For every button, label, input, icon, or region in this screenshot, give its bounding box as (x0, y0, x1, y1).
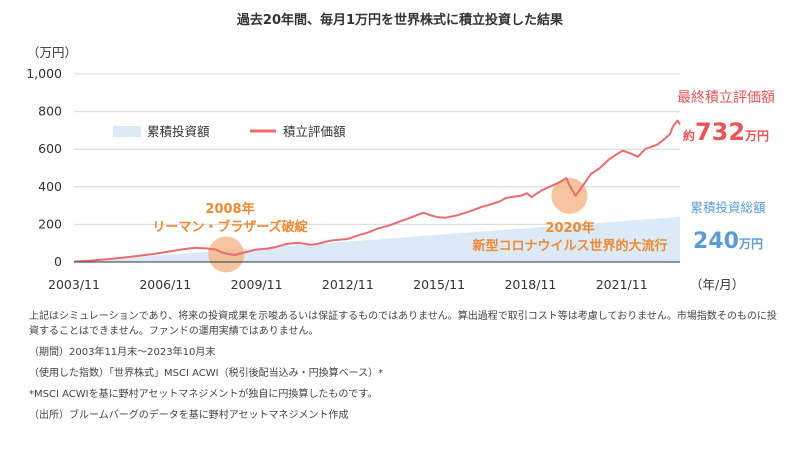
period-note: （期間）2003年11月末〜2023年10月末 (29, 347, 216, 358)
x-tick-label: 2012/11 (322, 277, 374, 292)
y-tick-label: 400 (38, 179, 62, 194)
final-value-number: 732 (695, 118, 745, 146)
x-unit-label: （年/月） (690, 277, 744, 292)
final-value-prefix: 約 (683, 128, 695, 143)
conversion-note: *MSCI ACWIを基に野村アセットマネジメントが独自に円換算したものです。 (29, 389, 378, 400)
x-tick-label: 2015/11 (413, 277, 465, 292)
valuation-line (73, 119, 681, 273)
final-value-text: 約732万円 (683, 118, 769, 146)
covid-event-marker (551, 177, 588, 214)
lehman-event-label: リーマン・ブラザーズ破綻 (152, 219, 308, 235)
chart-title: 過去20年間、毎月1万円を世界株式に積立投資した結果 (236, 13, 564, 28)
y-tick-label: 800 (38, 104, 62, 119)
y-tick-label: 200 (38, 216, 62, 231)
x-tick-label: 2006/11 (139, 277, 191, 292)
grid-lines (74, 73, 680, 225)
index-note: （使用した指数）「世界株式」MSCI ACWI（税引後配当込み・円換算ベース）* (29, 368, 384, 379)
footnotes: 上記はシミュレーションであり、将来の投資成果を示唆あるいは保証するものではありま… (29, 309, 777, 423)
x-tick-label: 2021/11 (596, 277, 648, 292)
total-invested-unit: 万円 (738, 237, 763, 251)
total-invested-label: 累積投資総額 (690, 200, 766, 215)
y-tick-label: 0 (54, 254, 62, 269)
covid-year-label: 2020年 (545, 220, 594, 236)
legend: 累積投資額 積立評価額 (113, 124, 346, 139)
total-invested-text: 240万円 (693, 229, 763, 254)
legend-swatch-cumulative (113, 126, 141, 137)
source-note: （出所）ブルームバーグのデータを基に野村アセットマネジメント作成 (29, 410, 349, 421)
covid-event-label: 新型コロナウイルス世界的大流行 (472, 238, 667, 254)
line-series-valuation (73, 119, 681, 263)
x-tick-label: 2018/11 (504, 277, 556, 292)
disclaimer-note: 上記はシミュレーションであり、将来の投資成果を示唆あるいは保証するものではありま… (29, 311, 777, 337)
y-unit-label: （万円） (27, 45, 77, 60)
final-value-label: 最終積立評価額 (677, 90, 775, 106)
legend-label-valuation: 積立評価額 (283, 124, 346, 139)
axes: 0 200 400 600 800 1,000 （万円） 2003/11 2006/11 2009… (26, 45, 744, 292)
total-invested-number: 240 (693, 229, 739, 254)
legend-label-cumulative: 累積投資額 (147, 124, 210, 139)
x-tick-label: 2009/11 (231, 277, 283, 292)
x-tick-label: 2003/11 (48, 277, 100, 292)
y-tick-label: 1,000 (26, 66, 62, 81)
chart: 0 200 400 600 800 1,000 （万円） 2003/11 2006/11 2009… (26, 45, 775, 292)
final-value-unit: 万円 (744, 129, 769, 143)
y-tick-label: 600 (38, 141, 62, 156)
lehman-year-label: 2008年 (205, 201, 254, 217)
